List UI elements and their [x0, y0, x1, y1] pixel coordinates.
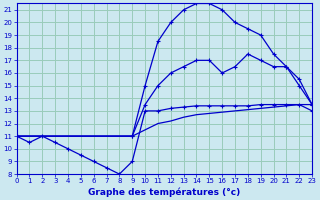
X-axis label: Graphe des températures (°c): Graphe des températures (°c) [88, 187, 241, 197]
